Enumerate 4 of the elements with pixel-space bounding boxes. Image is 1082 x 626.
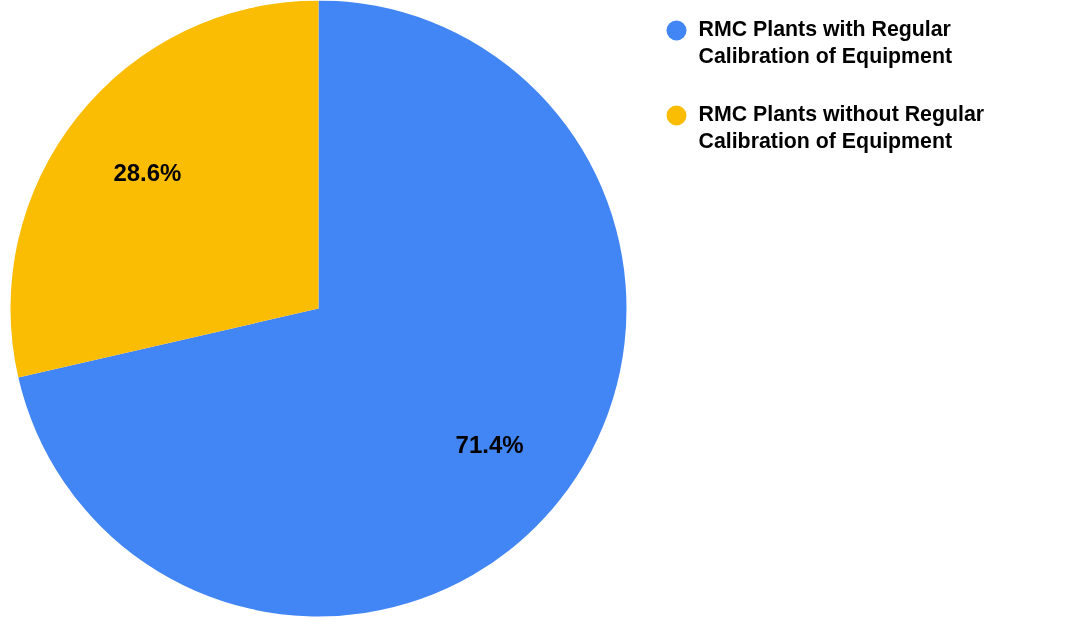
- data-label: 71.4%: [455, 431, 524, 459]
- legend-label: RMC Plants with Regular Calibration of Equipment: [698, 16, 953, 69]
- legend-label: RMC Plants without Regular Calibration of Equipment: [698, 101, 985, 154]
- data-label: 28.6%: [113, 158, 182, 186]
